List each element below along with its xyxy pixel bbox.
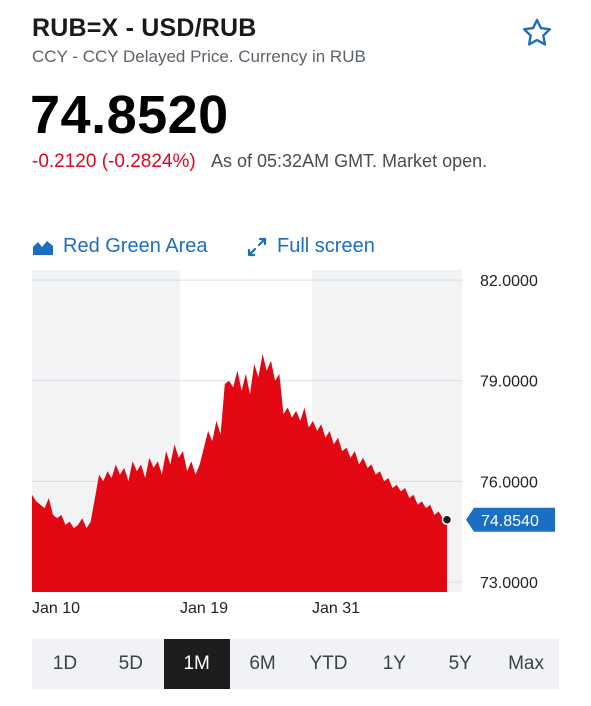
area-chart-icon xyxy=(33,240,53,255)
as-of-timestamp: As of 05:32AM GMT. Market open. xyxy=(211,151,488,171)
fullscreen-label: Full screen xyxy=(277,235,375,257)
range-1d[interactable]: 1D xyxy=(52,653,78,674)
chart-type-label: Red Green Area xyxy=(63,235,208,257)
x-tick-label: Jan 10 xyxy=(32,600,80,617)
current-value-dot xyxy=(441,514,453,526)
current-price: 74.8520 xyxy=(30,85,229,145)
price-area xyxy=(32,353,447,592)
current-value-label: 74.8540 xyxy=(481,513,539,530)
x-tick-label: Jan 31 xyxy=(312,600,360,617)
y-axis-labels: 82.0000 79.0000 76.0000 73.0000 xyxy=(480,273,538,592)
quote-subtitle: CCY - CCY Delayed Price. Currency in RUB xyxy=(32,47,366,66)
x-axis-labels: Jan 10 Jan 19 Jan 31 xyxy=(32,600,360,617)
range-selector: 1D 5D 1M 6M YTD 1Y 5Y Max xyxy=(32,639,559,689)
range-1y[interactable]: 1Y xyxy=(382,653,406,674)
range-5d[interactable]: 5D xyxy=(118,653,143,674)
ticker-title: RUB=X - USD/RUB xyxy=(32,14,257,42)
range-5y[interactable]: 5Y xyxy=(448,653,472,674)
change-row: -0.2120 (-0.2824%) As of 05:32AM GMT. Ma… xyxy=(32,151,487,173)
x-tick-label: Jan 19 xyxy=(180,600,228,617)
y-tick-label: 76.0000 xyxy=(480,474,538,491)
chart-type-button[interactable]: Red Green Area xyxy=(32,235,208,258)
range-6m[interactable]: 6M xyxy=(249,653,276,674)
star-icon[interactable] xyxy=(520,16,554,50)
price-change: -0.2120 (-0.2824%) xyxy=(32,151,196,172)
y-tick-label: 79.0000 xyxy=(480,374,538,391)
range-ytd[interactable]: YTD xyxy=(309,653,348,674)
y-tick-label: 73.0000 xyxy=(480,575,538,592)
current-value-marker: 74.8540 xyxy=(441,507,555,532)
y-tick-label: 82.0000 xyxy=(480,273,538,290)
fullscreen-button[interactable]: Full screen xyxy=(246,235,375,258)
expand-arrows-icon xyxy=(247,237,267,256)
range-max[interactable]: Max xyxy=(508,653,545,674)
current-value-flag xyxy=(466,507,555,532)
range-1m[interactable]: 1M xyxy=(163,639,230,689)
